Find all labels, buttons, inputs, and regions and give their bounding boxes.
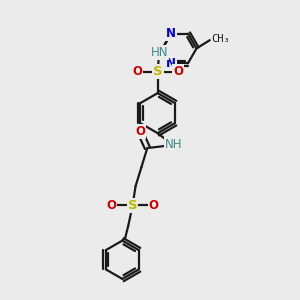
Text: NH: NH bbox=[165, 138, 183, 152]
Text: HN: HN bbox=[150, 46, 168, 59]
Text: N: N bbox=[166, 57, 176, 70]
Text: O: O bbox=[135, 125, 145, 138]
Text: O: O bbox=[173, 65, 183, 78]
Text: S: S bbox=[153, 65, 163, 78]
Text: CH₃: CH₃ bbox=[211, 34, 230, 44]
Text: S: S bbox=[128, 199, 137, 212]
Text: O: O bbox=[132, 65, 142, 78]
Text: O: O bbox=[149, 199, 159, 212]
Text: O: O bbox=[106, 199, 116, 212]
Text: N: N bbox=[166, 27, 176, 40]
